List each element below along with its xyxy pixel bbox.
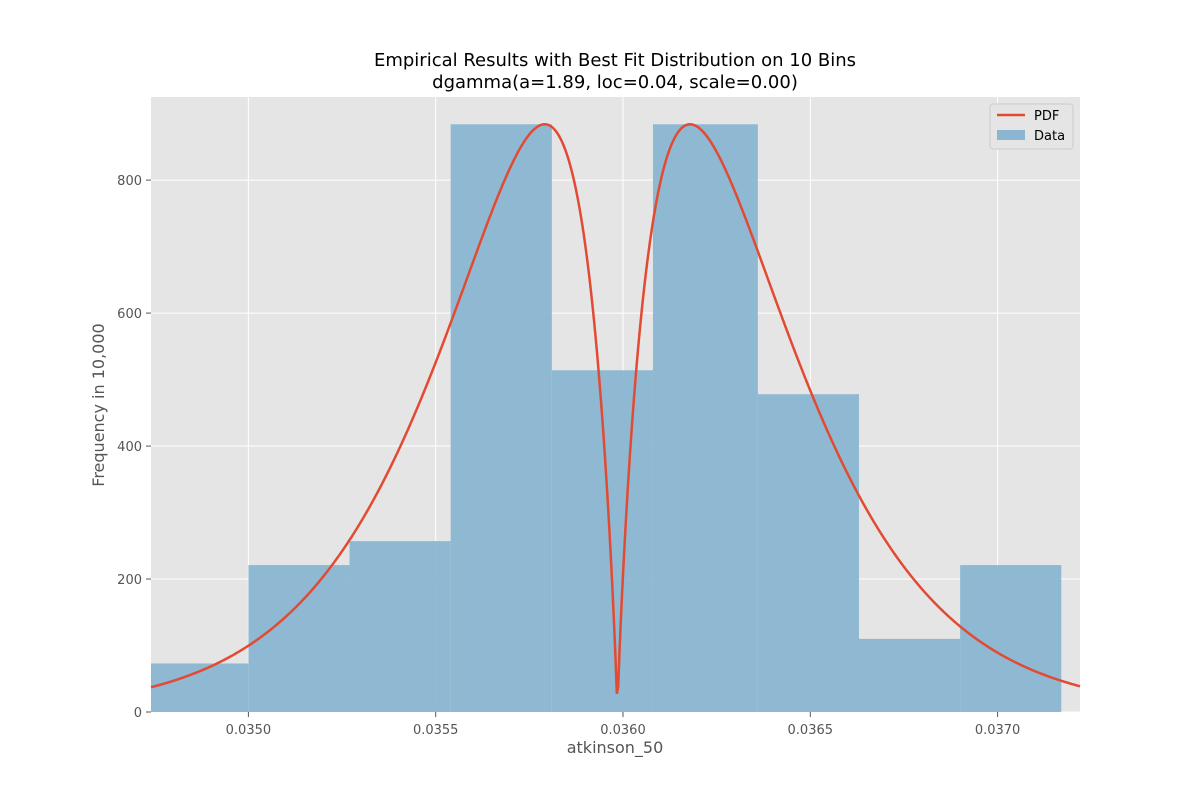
legend-label-data: Data (1034, 129, 1065, 144)
chart-title-line1: Empirical Results with Best Fit Distribu… (374, 50, 856, 71)
histogram-bar (652, 124, 758, 712)
y-tick-label: 600 (117, 307, 142, 322)
y-tick-label: 400 (117, 440, 142, 455)
histogram-bar (450, 124, 552, 712)
y-tick-label: 800 (117, 174, 142, 189)
y-tick-label: 0 (134, 706, 142, 721)
x-tick-label: 0.0365 (788, 723, 834, 738)
histogram-bar (248, 565, 350, 712)
x-tick-label: 0.0350 (226, 723, 272, 738)
y-tick-label: 200 (117, 573, 142, 588)
histogram-bar (960, 565, 1062, 712)
x-tick-label: 0.0355 (413, 723, 459, 738)
y-axis-label: Frequency in 10,000 (89, 323, 108, 486)
x-tick-label: 0.0360 (600, 723, 646, 738)
legend-data-swatch (997, 130, 1025, 140)
histogram-bar (757, 394, 859, 712)
x-axis-label: atkinson_50 (567, 738, 664, 758)
legend: PDF Data (989, 103, 1074, 150)
axis-ticks: 0.0350 0.0355 0.0360 0.0365 0.0370 0 200 400 600… (117, 174, 1020, 738)
chart-title-line2: dgamma(a=1.89, loc=0.04, scale=0.00) (432, 72, 798, 93)
x-tick-label: 0.0370 (975, 723, 1021, 738)
legend-label-pdf: PDF (1034, 109, 1059, 124)
histogram-bar (858, 638, 961, 712)
histogram-bar (349, 541, 451, 712)
